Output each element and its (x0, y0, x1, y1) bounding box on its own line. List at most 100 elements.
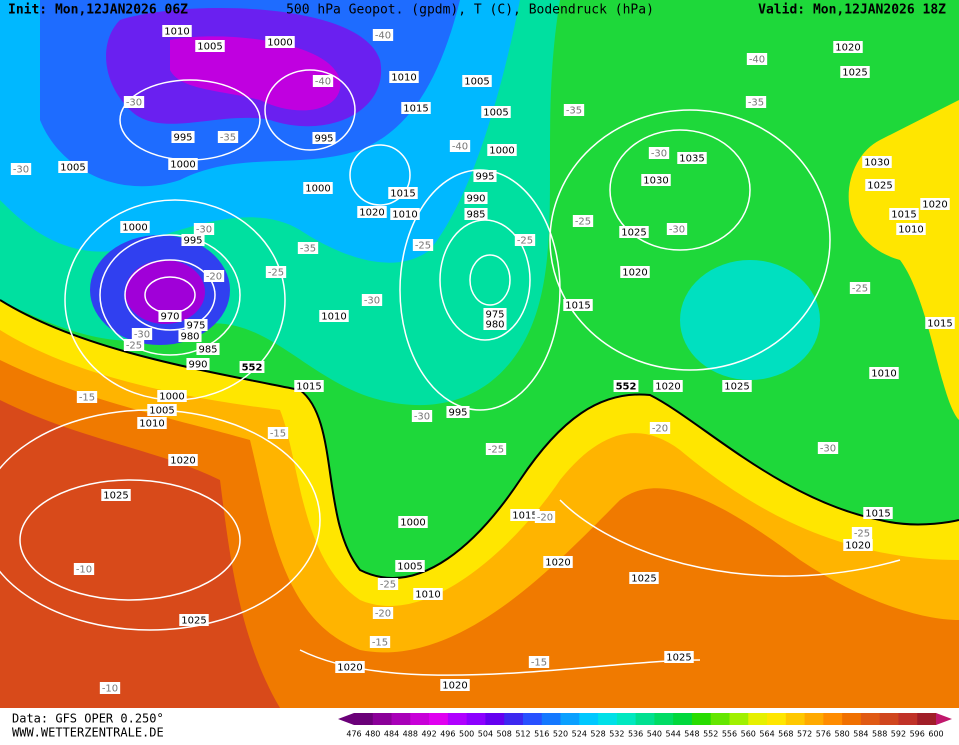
pressure-label: 1020 (170, 456, 195, 467)
scale-label: 560 (741, 730, 756, 739)
height-label: 552 (616, 382, 637, 393)
pressure-label-box (303, 182, 333, 194)
pressure-label-box (483, 308, 507, 320)
pressure-label-box (120, 221, 150, 233)
scale-label: 476 (346, 730, 361, 739)
scale-label: 588 (872, 730, 887, 739)
pressure-label-box (481, 106, 511, 118)
pressure-label-box (186, 358, 210, 370)
pressure-label-box (179, 614, 209, 626)
pressure-label: 980 (485, 320, 504, 331)
pressure-label-box (294, 380, 324, 392)
temperature-label-box (369, 636, 391, 648)
temperature-label: -30 (414, 412, 430, 423)
scale-swatch (767, 713, 787, 725)
pressure-label: 995 (173, 133, 192, 144)
scale-swatch (616, 713, 637, 725)
pressure-label-box (619, 226, 649, 238)
field-purple (170, 36, 341, 111)
temperature-label: -35 (300, 244, 316, 255)
map-title: 500 hPa Geopot. (gpdm), T (C), Bodendruc… (286, 3, 654, 18)
temperature-label: -25 (854, 529, 870, 540)
pressure-label: 1035 (679, 154, 704, 165)
scale-swatch (522, 713, 543, 725)
pressure-label: 975 (186, 321, 205, 332)
temperature-label: -20 (537, 513, 553, 524)
scale-label: 532 (609, 730, 624, 739)
scale-label: 584 (853, 730, 868, 739)
temperature-label: -20 (206, 272, 222, 283)
pressure-label-box (473, 170, 497, 182)
scale-swatch (654, 713, 674, 725)
color-scale: 476 480 484 488 492 496 500 504 508 512 516 520 524 5… (338, 713, 952, 739)
temperature-label: -40 (749, 55, 765, 66)
pressure-label: 1010 (871, 369, 896, 380)
temperature-label: -25 (517, 236, 533, 247)
temperature-label: -30 (364, 296, 380, 307)
temperature-label-box (217, 131, 239, 143)
temperature-label-box (10, 163, 32, 175)
pressure-label-box (462, 75, 492, 87)
pressure-label: 1015 (512, 511, 537, 522)
pressure-label-box (312, 132, 336, 144)
pressure-label: 980 (180, 332, 199, 343)
height-label-box (613, 380, 639, 392)
temperature-label: -40 (315, 77, 331, 88)
map-field (0, 0, 959, 708)
temperature-label: -25 (126, 341, 142, 352)
pressure-label: 990 (466, 194, 485, 205)
site-name: WWW.WETTERZENTRALE.DE (12, 726, 164, 740)
pressure-label-box (862, 156, 892, 168)
pressure-label-box (158, 310, 182, 322)
pressure-label-box (357, 206, 387, 218)
temperature-label-box (563, 104, 585, 116)
temperature-label: -30 (13, 165, 29, 176)
scale-swatch (879, 713, 899, 725)
pressure-label: 970 (160, 312, 179, 323)
pressure-label-box (319, 310, 349, 322)
temperature-label-box (572, 215, 594, 227)
scale-swatch (372, 713, 393, 725)
pressure-label-box (413, 588, 443, 600)
temperature-label-box (203, 270, 225, 282)
temperature-label: -20 (375, 609, 391, 620)
pressure-label: 1010 (392, 210, 417, 221)
temperature-label-box (851, 527, 873, 539)
pressure-label: 1020 (359, 208, 384, 219)
temperature-label-box (312, 75, 334, 87)
pressure-label: 1020 (655, 382, 680, 393)
pressure-label: 1000 (305, 184, 330, 195)
pressure-label: 1025 (181, 616, 206, 627)
scale-label: 592 (891, 730, 906, 739)
pressure-label-box (395, 560, 425, 572)
temperature-label-box (372, 607, 394, 619)
pressure-label: 1010 (415, 590, 440, 601)
pressure-label: 1025 (724, 382, 749, 393)
temperature-label-box (361, 294, 383, 306)
pressure-label-box (147, 404, 177, 416)
pressure-label-box (487, 144, 517, 156)
pressure-label-box (137, 417, 167, 429)
scale-swatch (748, 713, 768, 725)
pressure-label-box (401, 102, 431, 114)
pressure-label: 1010 (391, 73, 416, 84)
scale-swatch (410, 713, 430, 725)
scale-label: 500 (459, 730, 474, 739)
pressure-label-box (840, 66, 870, 78)
scale-label: 520 (553, 730, 568, 739)
temperature-label: -30 (196, 225, 212, 236)
pressure-label: 1020 (622, 268, 647, 279)
scale-swatch (598, 713, 618, 725)
temperature-label: -35 (748, 98, 764, 109)
pressure-label: 985 (198, 345, 217, 356)
scale-label: 572 (797, 730, 812, 739)
pressure-label: 1005 (149, 406, 174, 417)
scale-swatch (429, 713, 449, 725)
temperature-label: -30 (126, 98, 142, 109)
pressure-label: 995 (475, 172, 494, 183)
scale-swatch (391, 713, 411, 725)
temperature-label: -30 (134, 330, 150, 341)
temperature-label-box (412, 239, 434, 251)
pressure-label-box (168, 158, 198, 170)
pressure-label: 995 (314, 134, 333, 145)
